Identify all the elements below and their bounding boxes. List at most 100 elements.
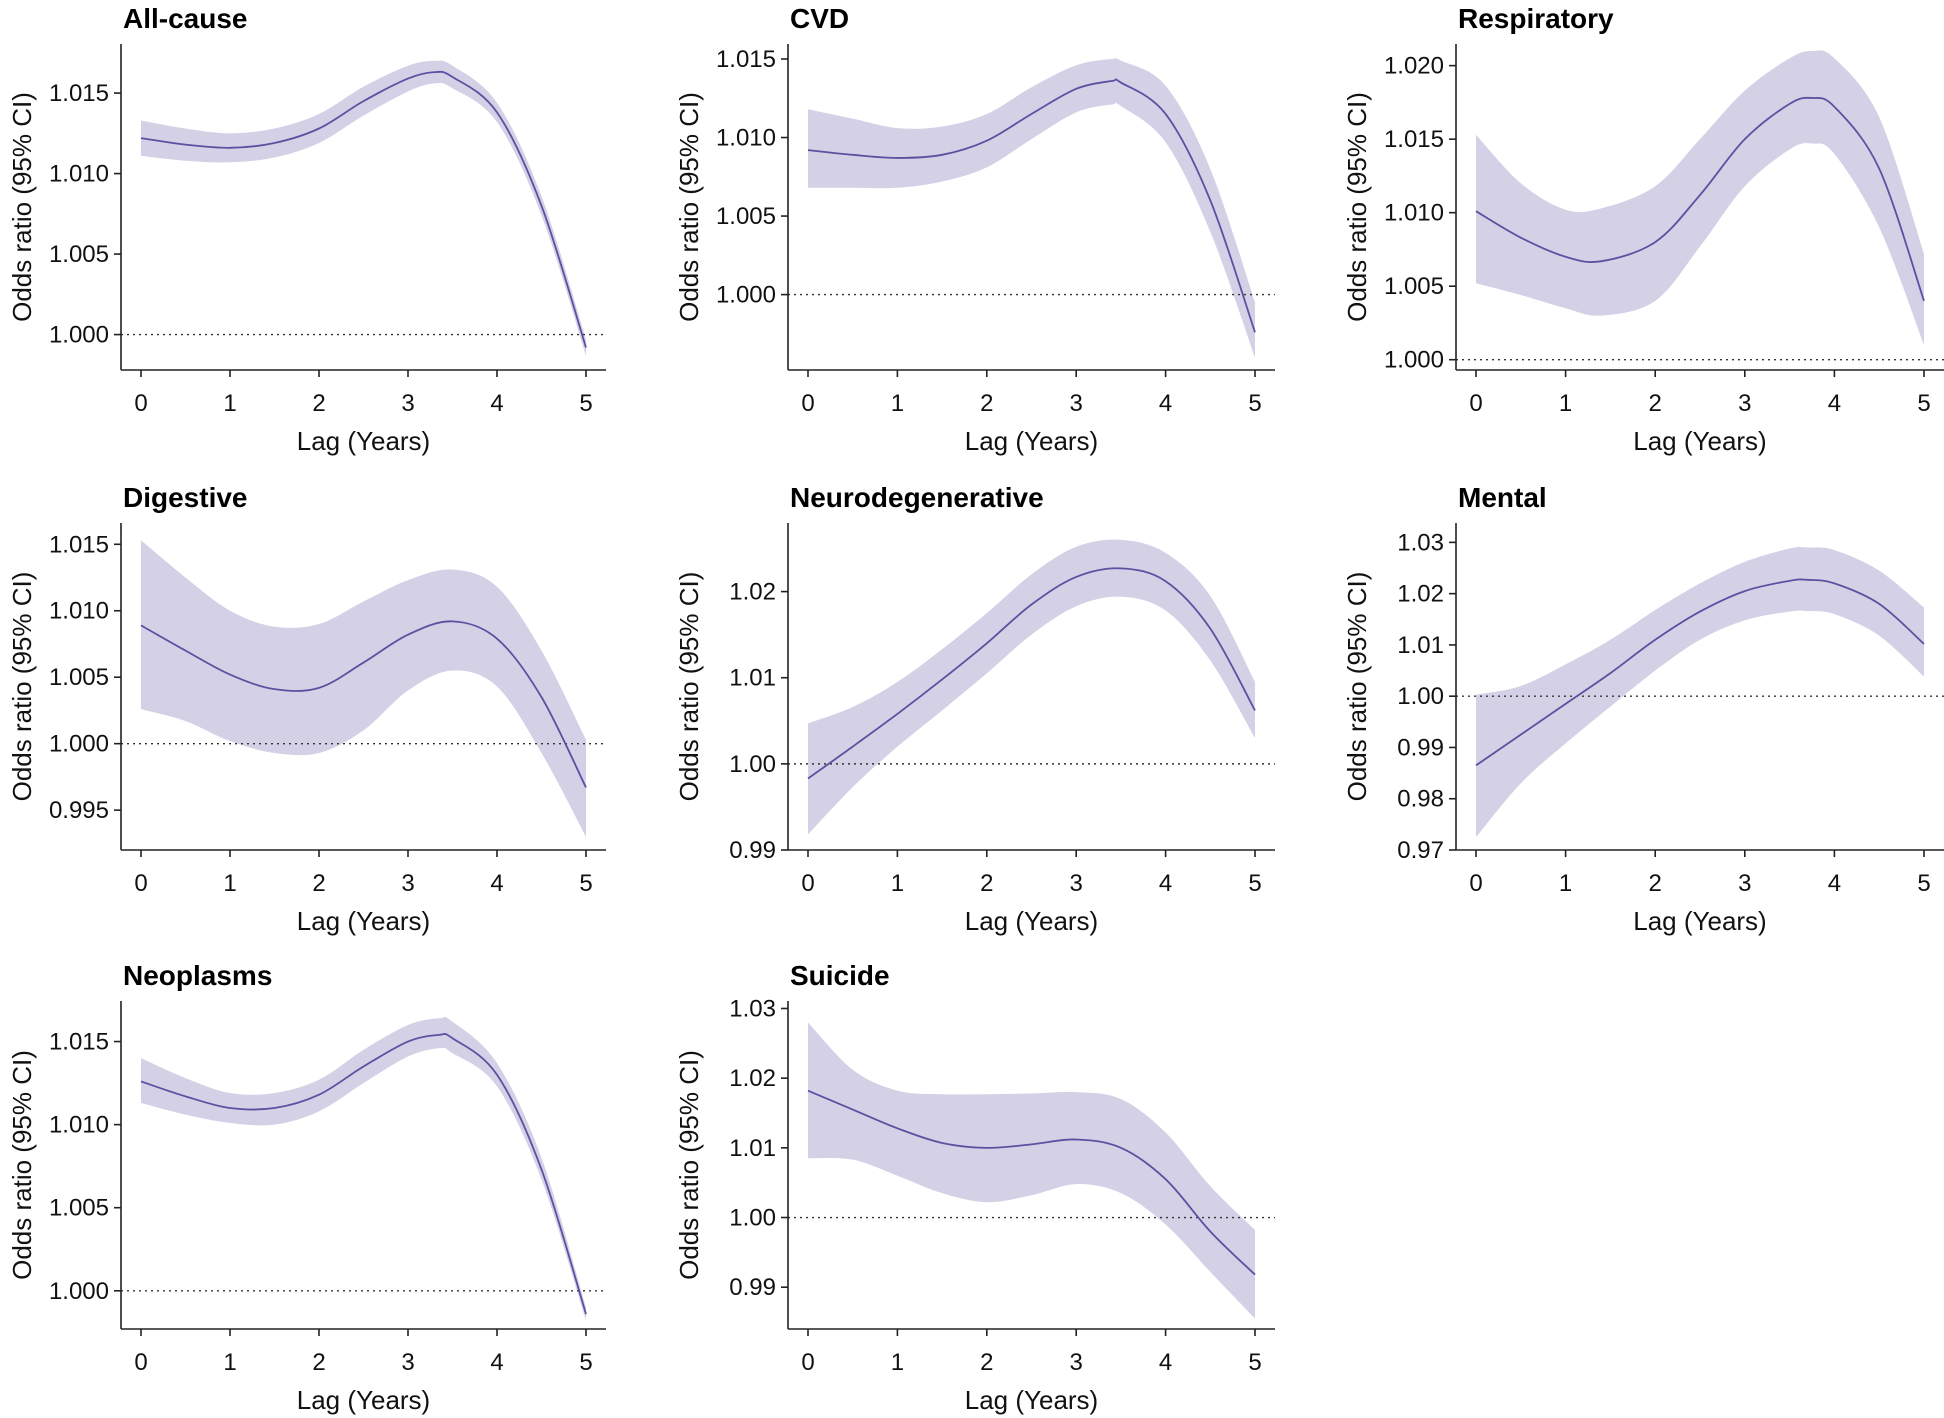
x-tick-label: 5 bbox=[1248, 1349, 1261, 1376]
x-tick-label: 4 bbox=[490, 390, 503, 417]
y-tick-label: 1.03 bbox=[729, 995, 776, 1022]
x-axis-label: Lag (Years) bbox=[1633, 426, 1766, 456]
x-tick-label: 5 bbox=[579, 870, 592, 897]
x-tick-label: 5 bbox=[1917, 870, 1930, 897]
y-tick-label: 1.015 bbox=[49, 531, 109, 558]
y-tick-label: 1.005 bbox=[49, 1195, 109, 1222]
x-tick-label: 4 bbox=[1159, 390, 1172, 417]
x-tick-label: 2 bbox=[980, 870, 993, 897]
y-tick-label: 1.01 bbox=[729, 1135, 776, 1162]
y-tick-label: 0.98 bbox=[1397, 786, 1444, 813]
panel-title: Neurodegenerative bbox=[790, 482, 1044, 513]
y-axis-label: Odds ratio (95% CI) bbox=[7, 1050, 37, 1280]
panel-digestive: Digestive 0.995 1.000 1.005 1.010 1.015 0 1 2 3 4 5… bbox=[7, 482, 606, 936]
confidence-band bbox=[1476, 547, 1924, 838]
panel-cvd: CVD 1.000 1.005 1.010 1.015 0 1 2 3 4 5 Lag (Years)… bbox=[674, 3, 1275, 456]
y-axis-label: Odds ratio (95% CI) bbox=[7, 572, 37, 802]
panel-neurodegenerative: Neurodegenerative 0.99 1.00 1.01 1.02 0 1 2 3 4 5 L… bbox=[674, 482, 1275, 936]
y-axis-label: Odds ratio (95% CI) bbox=[1342, 92, 1372, 322]
y-tick-label: 1.000 bbox=[49, 731, 109, 758]
y-tick-label: 1.02 bbox=[1397, 581, 1444, 608]
y-tick-label: 1.000 bbox=[49, 1278, 109, 1305]
y-axis-label: Odds ratio (95% CI) bbox=[674, 1050, 704, 1280]
x-axis-label: Lag (Years) bbox=[965, 426, 1098, 456]
x-axis-label: Lag (Years) bbox=[965, 1385, 1098, 1415]
x-tick-label: 2 bbox=[1649, 870, 1662, 897]
y-tick-label: 1.000 bbox=[49, 322, 109, 349]
y-tick-label: 1.015 bbox=[49, 1029, 109, 1056]
panel-title: CVD bbox=[790, 3, 849, 34]
x-tick-label: 3 bbox=[401, 390, 414, 417]
panel-respiratory: Respiratory 1.000 1.005 1.010 1.015 1.020 0 1 2 3… bbox=[1342, 3, 1944, 456]
x-tick-label: 0 bbox=[134, 390, 147, 417]
x-axis-label: Lag (Years) bbox=[297, 426, 430, 456]
x-tick-label: 0 bbox=[134, 870, 147, 897]
y-axis-label: Odds ratio (95% CI) bbox=[674, 572, 704, 802]
panel-all-cause: All-cause 1.000 1.005 1.010 1.015 0 1 2 3 4 5 Lag (… bbox=[7, 3, 606, 456]
y-tick-label: 0.99 bbox=[1397, 734, 1444, 761]
x-tick-label: 1 bbox=[891, 870, 904, 897]
confidence-band bbox=[1476, 50, 1924, 346]
x-tick-label: 2 bbox=[980, 390, 993, 417]
x-tick-label: 0 bbox=[134, 1349, 147, 1376]
x-tick-label: 1 bbox=[223, 390, 236, 417]
y-tick-label: 1.02 bbox=[729, 579, 776, 606]
confidence-band bbox=[141, 60, 586, 356]
y-tick-label: 1.000 bbox=[1384, 347, 1444, 374]
panel-title: Neoplasms bbox=[123, 960, 272, 991]
estimate-line bbox=[1475, 578, 1925, 767]
y-tick-label: 1.005 bbox=[49, 664, 109, 691]
y-axis-label: Odds ratio (95% CI) bbox=[1342, 572, 1372, 802]
y-tick-label: 1.005 bbox=[716, 203, 776, 230]
y-tick-label: 1.005 bbox=[1384, 273, 1444, 300]
x-tick-label: 0 bbox=[801, 390, 814, 417]
x-axis-label: Lag (Years) bbox=[965, 906, 1098, 936]
confidence-band bbox=[141, 540, 586, 837]
estimate-line bbox=[807, 78, 1256, 333]
y-tick-label: 1.005 bbox=[49, 241, 109, 268]
y-tick-label: 1.015 bbox=[49, 80, 109, 107]
y-tick-label: 0.995 bbox=[49, 797, 109, 824]
y-tick-label: 0.99 bbox=[729, 1274, 776, 1301]
x-tick-label: 4 bbox=[1159, 1349, 1172, 1376]
x-tick-label: 4 bbox=[490, 1349, 503, 1376]
panel-title: Respiratory bbox=[1458, 3, 1614, 34]
x-tick-label: 3 bbox=[1738, 870, 1751, 897]
x-tick-label: 5 bbox=[1248, 870, 1261, 897]
y-tick-label: 1.01 bbox=[1397, 632, 1444, 659]
x-tick-label: 3 bbox=[1070, 1349, 1083, 1376]
y-tick-label: 1.01 bbox=[729, 665, 776, 692]
x-tick-label: 4 bbox=[1828, 870, 1841, 897]
x-tick-label: 1 bbox=[223, 870, 236, 897]
y-tick-label: 1.015 bbox=[1384, 126, 1444, 153]
x-tick-label: 5 bbox=[579, 1349, 592, 1376]
x-tick-label: 1 bbox=[223, 1349, 236, 1376]
y-tick-label: 1.010 bbox=[49, 1112, 109, 1139]
x-tick-label: 0 bbox=[801, 1349, 814, 1376]
x-tick-label: 3 bbox=[1070, 870, 1083, 897]
panel-neoplasms: Neoplasms 1.000 1.005 1.010 1.015 0 1 2 3 4 5 Lag (… bbox=[7, 960, 606, 1415]
panel-title: Suicide bbox=[790, 960, 890, 991]
panel-title: Digestive bbox=[123, 482, 248, 513]
x-tick-label: 4 bbox=[490, 870, 503, 897]
confidence-band bbox=[808, 1022, 1255, 1319]
y-tick-label: 1.00 bbox=[729, 1205, 776, 1232]
y-tick-label: 1.03 bbox=[1397, 529, 1444, 556]
panel-mental: Mental 0.97 0.98 0.99 1.00 1.01 1.02 1.03 0 1 2 3 4 5… bbox=[1342, 482, 1944, 936]
x-tick-label: 3 bbox=[401, 1349, 414, 1376]
x-tick-label: 3 bbox=[1070, 390, 1083, 417]
x-tick-label: 2 bbox=[980, 1349, 993, 1376]
y-tick-label: 1.010 bbox=[1384, 200, 1444, 227]
panel-title: All-cause bbox=[123, 3, 248, 34]
x-tick-label: 0 bbox=[1469, 870, 1482, 897]
x-tick-label: 1 bbox=[1559, 870, 1572, 897]
y-tick-label: 1.010 bbox=[49, 598, 109, 625]
x-tick-label: 5 bbox=[1248, 390, 1261, 417]
confidence-band bbox=[808, 539, 1255, 835]
x-tick-label: 4 bbox=[1828, 390, 1841, 417]
estimate-line bbox=[807, 567, 1256, 780]
estimate-line bbox=[140, 70, 587, 348]
estimate-line bbox=[140, 1032, 587, 1315]
y-tick-label: 1.00 bbox=[1397, 683, 1444, 710]
x-tick-label: 2 bbox=[312, 1349, 325, 1376]
